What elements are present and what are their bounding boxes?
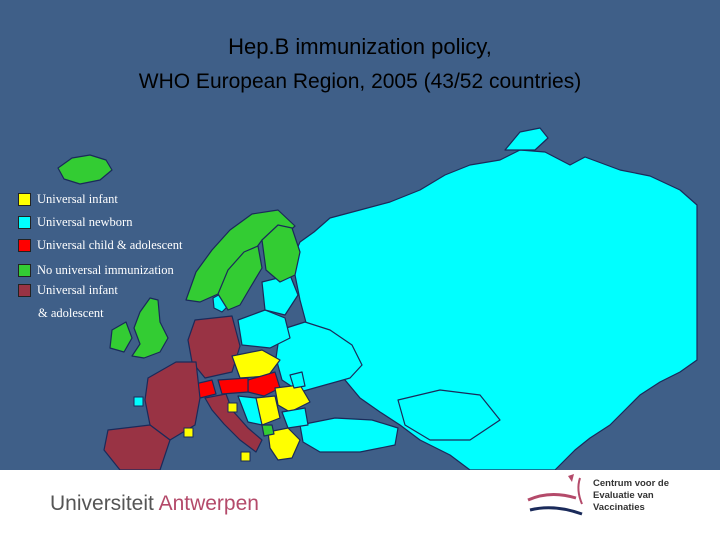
- footer: Universiteit Antwerpen Centrum voor de E…: [0, 470, 720, 540]
- region-finland: [261, 224, 301, 283]
- title-line-1: Hep.B immunization policy,: [228, 34, 492, 59]
- region-russia: [291, 149, 698, 471]
- region-malta-marker: [240, 451, 251, 462]
- legend-swatch: [18, 283, 31, 297]
- legend-label: Universal newborn: [37, 214, 133, 229]
- legend-extra-label: & adolescent: [38, 306, 104, 320]
- legend-label: Universal child & adolescent: [37, 237, 183, 252]
- university-logo: Universiteit Antwerpen: [50, 492, 259, 516]
- region-central-asia: [397, 389, 501, 441]
- legend-swatch: [18, 192, 31, 206]
- legend-item-no-universal: No universal immunization: [18, 262, 174, 278]
- legend-item-universal-infant-adolescent: Universal infant: [18, 282, 118, 298]
- region-france: [144, 361, 201, 441]
- region-austria: [217, 377, 249, 395]
- region-italy: [204, 393, 263, 453]
- title-line-2: WHO European Region, 2005 (43/52 countri…: [138, 70, 582, 93]
- university-name-part1: Universiteit: [50, 492, 154, 515]
- region-bulgaria: [281, 407, 309, 429]
- region-san-marino-marker: [227, 402, 238, 413]
- university-name-part2: Antwerpen: [158, 492, 259, 515]
- region-arctic-island: [504, 127, 549, 151]
- region-germany: [187, 315, 241, 379]
- region-moldova: [289, 371, 306, 389]
- region-iceland: [57, 154, 113, 185]
- region-azores-marker: [133, 396, 144, 407]
- legend-item-universal-infant: Universal infant: [18, 191, 118, 207]
- legend-label: No universal immunization: [37, 262, 174, 277]
- region-uk: [131, 297, 169, 359]
- cevac-logo-icon: [527, 474, 583, 516]
- region-sweden: [217, 245, 263, 311]
- region-greece: [267, 427, 301, 461]
- region-poland: [237, 309, 291, 349]
- legend-item-universal-newborn: Universal newborn: [18, 214, 132, 230]
- legend-swatch: [18, 238, 31, 252]
- region-turkey: [299, 417, 399, 453]
- legend-swatch: [18, 215, 31, 229]
- legend-item-universal-child-adolescent: Universal child & adolescent: [18, 237, 182, 253]
- region-albania: [261, 424, 275, 437]
- region-andorra-marker: [183, 427, 194, 438]
- cevac-line-1: Centrum voor de: [593, 478, 670, 489]
- legend-label: Universal infant: [37, 282, 118, 297]
- region-czech: [231, 349, 281, 379]
- legend-swatch: [18, 263, 31, 277]
- region-ireland: [109, 321, 133, 353]
- legend-label: Universal infant: [37, 191, 118, 206]
- cevac-text: Centrum voor de Evaluatie van Vaccinatie…: [593, 478, 669, 514]
- cevac-line-2: Evaluatie van: [593, 490, 654, 501]
- cevac-line-3: Vaccinaties: [593, 502, 645, 513]
